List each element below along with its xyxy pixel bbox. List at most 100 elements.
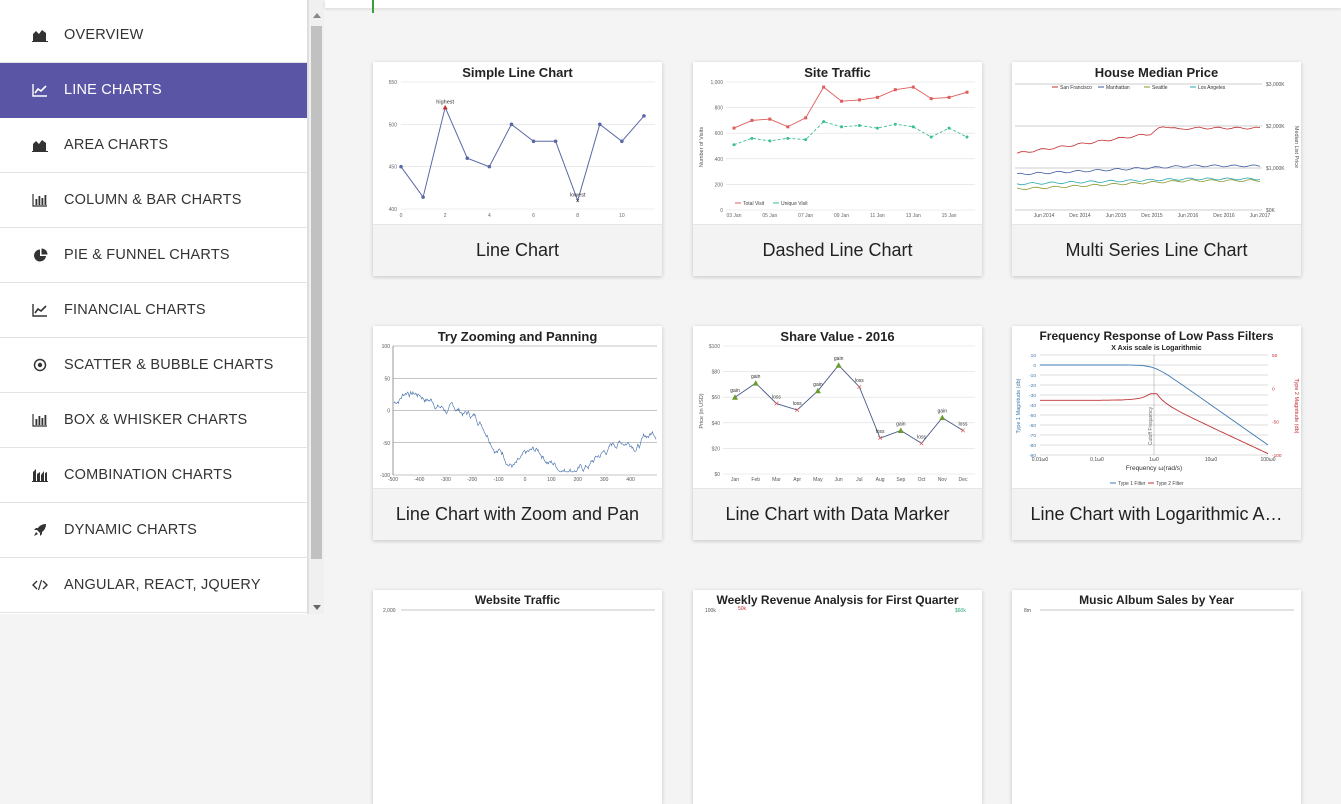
chart-subtitle: X Axis scale is Logarithmic [1111, 345, 1202, 352]
frequency-response-chart: -90-80-70-60-50-40-30-20-10010-100-50050… [1016, 353, 1299, 487]
tick-label: 0 [524, 477, 527, 483]
sidebar-item-dynamic-charts[interactable]: DYNAMIC CHARTS [0, 503, 307, 558]
sidebar-item-label: COLUMN & BAR CHARTS [64, 192, 242, 208]
tick-label: 200 [715, 182, 724, 188]
data-point [786, 136, 790, 140]
tick-label: 500 [389, 122, 398, 128]
area-chart-icon [31, 136, 49, 154]
sidebar-item-scatter-bubble-charts[interactable]: SCATTER & BUBBLE CHARTS [0, 338, 307, 393]
chart-thumbnail: Website Traffic 2,000 [373, 590, 662, 752]
data-point [553, 139, 558, 144]
card-music-album-sales[interactable]: Music Album Sales by Year 8m [1012, 590, 1301, 804]
scroll-down-icon[interactable] [313, 605, 321, 610]
tick-label: -10 [1029, 373, 1036, 379]
scroll-up-icon[interactable] [313, 13, 321, 18]
data-point [929, 135, 933, 139]
series-line [400, 105, 645, 203]
sidebar-item-label: LINE CHARTS [64, 82, 162, 98]
card-data-marker-chart[interactable]: Share Value - 2016 $0 $20 $40 $60 $80 $100 Jan… [693, 326, 982, 540]
tick-label: 50k [738, 606, 747, 612]
chart-title: Try Zooming and Panning [437, 329, 598, 344]
axis-label: Median List Price [1293, 126, 1299, 168]
target-icon [31, 356, 49, 374]
sidebar-item-area-charts[interactable]: AREA CHARTS [0, 118, 307, 173]
sidebar-item-combination-charts[interactable]: COMBINATION CHARTS [0, 448, 307, 503]
tick-label: -500 [388, 477, 398, 483]
card-label: Dashed Line Chart [693, 224, 982, 276]
chart-title: Music Album Sales by Year [1079, 593, 1234, 607]
tick-label: $0 [714, 472, 720, 478]
series-line [1040, 393, 1269, 455]
tick-label: 800 [715, 106, 724, 112]
tick-label: 300 [600, 477, 609, 483]
card-label-text: Line Chart with Data Marker [725, 504, 950, 524]
tick-label: 10 [1031, 353, 1037, 359]
chart-thumbnail: Music Album Sales by Year 8m [1012, 590, 1301, 752]
tick-label: 50 [1272, 353, 1278, 359]
tick-label: Dec 2015 [1141, 213, 1163, 219]
share-value-chart: $0 $20 $40 $60 $80 $100 Jan Feb Mar Apr May Jun Jul A… [699, 344, 975, 483]
data-label: loss [959, 421, 968, 427]
tick-label: Aug [876, 477, 885, 483]
card-website-traffic[interactable]: Website Traffic 2,000 [373, 590, 662, 804]
tick-label: 400 [715, 157, 724, 163]
card-logarithmic-chart[interactable]: Frequency Response of Low Pass Filters X… [1012, 326, 1301, 540]
data-point [750, 118, 754, 122]
tick-label: Jun [835, 477, 843, 483]
tick-label: 550 [389, 80, 398, 86]
tick-label: Feb [751, 477, 760, 483]
data-point [965, 135, 969, 139]
sidebar-item-column-bar-charts[interactable]: COLUMN & BAR CHARTS [0, 173, 307, 228]
data-label: gain [813, 382, 823, 388]
tick-label: 0 [387, 409, 390, 415]
sidebar-scrollbar[interactable] [308, 0, 324, 614]
chart-title: Site Traffic [804, 65, 871, 80]
data-point [875, 126, 879, 130]
card-multi-series-line-chart[interactable]: House Median Price $0K $1,000K $2,000K $3,0… [1012, 62, 1301, 276]
data-point [442, 104, 448, 110]
sidebar-item-label: PIE & FUNNEL CHARTS [64, 247, 230, 263]
card-label: Line Chart with Zoom and Pan [373, 488, 662, 540]
sidebar-item-pie-funnel-charts[interactable]: PIE & FUNNEL CHARTS [0, 228, 307, 283]
card-line-chart[interactable]: Simple Line Chart 400 450 500 550 0 2 4 6 8 10 × hi… [373, 62, 662, 276]
tick-label: 0.1ω0 [1090, 457, 1104, 463]
legend-label: Unique Visit [781, 201, 808, 207]
tick-label: -50 [1272, 420, 1279, 426]
sidebar-item-overview[interactable]: OVERVIEW [0, 8, 307, 63]
tick-label: 03 Jan [726, 213, 741, 219]
house-median-price-chart: $0K $1,000K $2,000K $3,000K Median List Pric… [1015, 82, 1299, 219]
tick-label: 100k [705, 608, 716, 614]
sidebar-item-box-whisker-charts[interactable]: BOX & WHISKER CHARTS [0, 393, 307, 448]
sidebar-item-label: BOX & WHISKER CHARTS [64, 412, 248, 428]
tick-label: $60 [712, 395, 721, 401]
tick-label: $100 [709, 344, 720, 350]
card-weekly-revenue[interactable]: Weekly Revenue Analysis for First Quarte… [693, 590, 982, 804]
card-dashed-line-chart[interactable]: Site Traffic 0 200 400 600 800 1,000 03 Jan 05 … [693, 62, 982, 276]
tick-label: $20 [712, 446, 721, 452]
tick-label: Jan [731, 477, 739, 483]
data-label: gain [834, 356, 844, 362]
tick-label: -20 [1029, 383, 1036, 389]
tick-label: -400 [414, 477, 424, 483]
tick-label: $2,000K [1266, 124, 1285, 130]
sidebar-item-financial-charts[interactable]: FINANCIAL CHARTS [0, 283, 307, 338]
tick-label: Jun 2015 [1106, 213, 1127, 219]
data-label: loss [876, 429, 885, 435]
series-line [393, 390, 657, 473]
sidebar-item-label: COMBINATION CHARTS [64, 467, 233, 483]
combo-chart-icon [31, 466, 49, 484]
data-label: loss [855, 378, 864, 384]
scroll-thumb[interactable] [311, 26, 322, 559]
sidebar-item-angular-react-jquery[interactable]: ANGULAR, REACT, JQUERY [0, 558, 307, 613]
card-zoom-pan-chart[interactable]: Try Zooming and Panning -100 -50 0 50 100 -50… [373, 326, 662, 540]
main-content: Simple Line Chart 400 450 500 550 0 2 4 6 8 10 × hi… [325, 0, 1341, 804]
sidebar-item-line-charts[interactable]: LINE CHARTS [0, 63, 307, 118]
tick-label: -90 [1029, 453, 1036, 459]
chart-thumbnail: Site Traffic 0 200 400 600 800 1,000 03 Jan 05 … [693, 62, 982, 224]
card-label-text: Line Chart with Zoom and Pan [395, 504, 640, 524]
data-point [732, 143, 736, 147]
chart-title: Weekly Revenue Analysis for First Quarte… [716, 593, 959, 607]
tick-label: Nov [938, 477, 947, 483]
tick-label: 2,000 [383, 608, 396, 614]
tick-label: $40 [712, 421, 721, 427]
